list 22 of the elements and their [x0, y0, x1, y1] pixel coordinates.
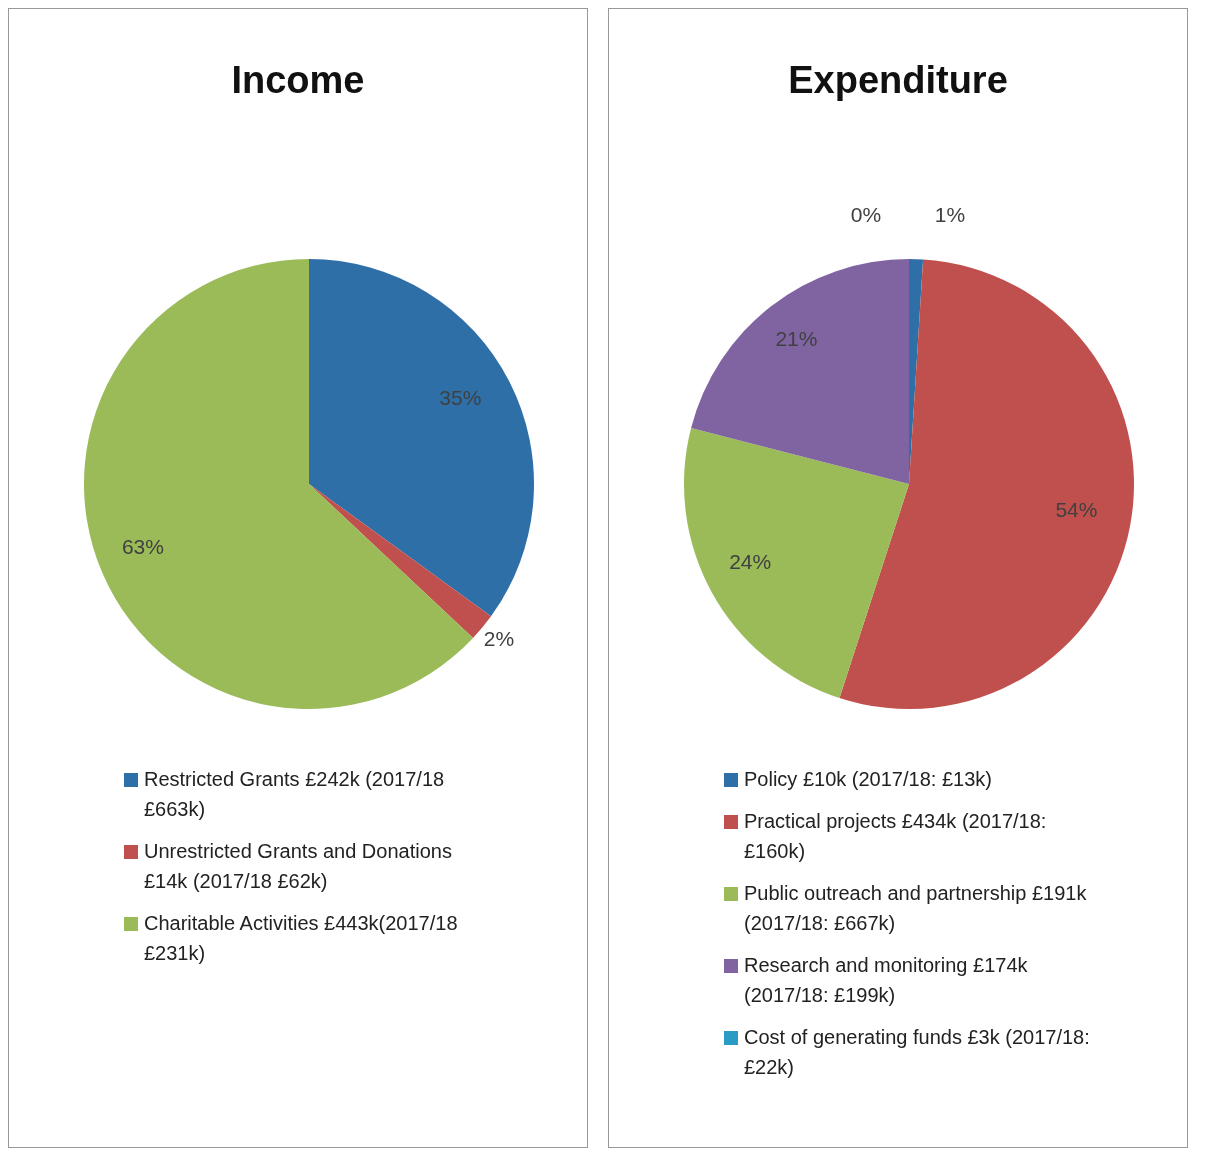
legend-label: Cost of generating funds £3k (2017/18: £22k)	[744, 1025, 1091, 1080]
legend-label: Public outreach and partnership £191k (2017/18: £667k)	[744, 881, 1088, 936]
legend-label: Practical projects £434k (2017/18: £160k)	[744, 809, 1048, 864]
pie-slice	[684, 428, 909, 698]
legend-label: Restricted Grants £242k (2017/18 £663k)	[144, 767, 446, 822]
data-label: 24%	[729, 550, 772, 574]
pie-slice	[309, 259, 534, 617]
data-label: 54%	[1055, 498, 1098, 522]
legend-label: Charitable Activities £443k(2017/18 £231k)	[144, 911, 459, 966]
legend-label: Policy £10k (2017/18: £13k)	[744, 767, 992, 792]
chart-title: Expenditure	[787, 59, 1009, 102]
legend-label: Research and monitoring £174k (2017/18: £199k)	[744, 953, 1029, 1008]
data-label: 1%	[934, 202, 966, 226]
pie-slice	[691, 259, 909, 484]
data-label: 63%	[121, 535, 164, 559]
data-label: 21%	[775, 326, 818, 350]
text: 0%	[850, 202, 882, 226]
chart-title: Income	[230, 59, 366, 102]
data-label: 35%	[439, 385, 482, 409]
legend-label: Unrestricted Grants and Donations £14k (2017/18 £62k)	[144, 839, 453, 894]
data-label: 2%	[483, 626, 515, 650]
pie-slice	[839, 259, 1134, 709]
